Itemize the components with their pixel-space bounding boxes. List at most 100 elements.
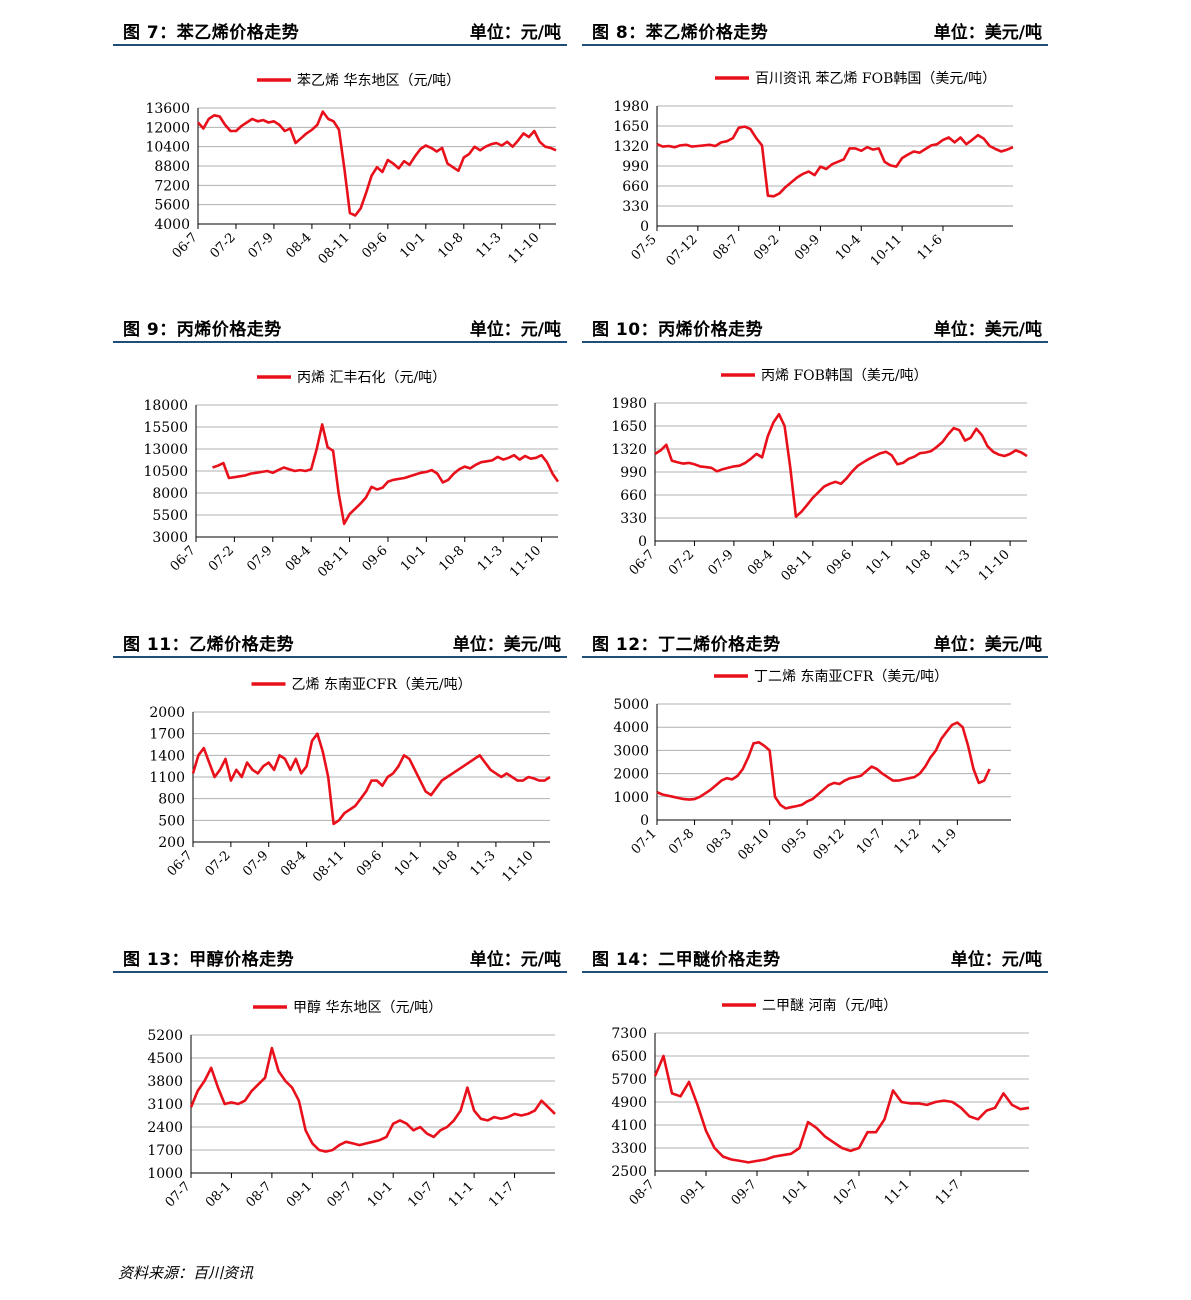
x-tick-label: 08-7: [627, 1177, 658, 1208]
x-tick-label: 09-6: [359, 230, 390, 261]
y-tick-label: 800: [158, 792, 185, 808]
y-tick-label: 4900: [611, 1095, 647, 1111]
series-line: [189, 1046, 556, 1153]
series-line: [653, 1054, 1030, 1164]
unit-label: 单位：元/吨: [469, 950, 561, 970]
x-tick-label: 10-7: [831, 1177, 862, 1208]
y-tick-label: 5700: [611, 1072, 647, 1088]
figure-title: 图 14：二甲醚价格走势: [592, 950, 781, 970]
unit-label: 单位：元/吨: [469, 320, 561, 340]
y-tick-label: 1650: [611, 419, 647, 435]
y-tick-label: 990: [622, 159, 649, 175]
x-tick-label: 07-1: [629, 826, 660, 857]
y-tick-label: 0: [640, 813, 649, 829]
x-tick-label: 09-6: [354, 848, 385, 879]
y-tick-label: 5000: [613, 697, 649, 713]
x-tick-label: 11-1: [446, 1179, 477, 1210]
y-tick-label: 0: [640, 219, 649, 235]
x-tick-label: 11-1: [882, 1177, 913, 1208]
y-tick-label: 1320: [611, 442, 647, 458]
y-tick-label: 4000: [613, 720, 649, 736]
x-tick-label: 11-3: [475, 543, 506, 574]
x-tick-label: 07-2: [666, 547, 697, 578]
y-tick-label: 5200: [147, 1028, 183, 1044]
chart-header: 图 12：丁二烯价格走势 单位：美元/吨: [582, 622, 1048, 658]
legend-label: 丙烯 FOB韩国（美元/吨）: [761, 368, 928, 384]
x-tick-label: 07-2: [208, 230, 239, 261]
x-tick-label: 11-3: [467, 848, 498, 879]
x-tick-label: 08-4: [745, 547, 776, 578]
legend-label: 苯乙烯 华东地区（元/吨）: [297, 72, 460, 89]
y-tick-label: 990: [620, 465, 647, 481]
y-tick-label: 2400: [147, 1120, 183, 1136]
x-tick-label: 11-2: [891, 826, 922, 857]
y-tick-label: 5600: [154, 198, 190, 214]
x-tick-label: 10-1: [365, 1179, 396, 1210]
x-tick-label: 06-7: [627, 547, 658, 578]
x-tick-label: 09-6: [360, 543, 391, 574]
legend-label: 丁二烯 东南亚CFR（美元/吨）: [754, 669, 948, 685]
legend-label: 二甲醚 河南（元/吨）: [762, 998, 897, 1014]
y-tick-label: 3300: [611, 1141, 647, 1157]
legend: 百川资讯 苯乙烯 FOB韩国（美元/吨）: [715, 70, 996, 87]
y-tick-label: 18000: [143, 398, 188, 414]
x-tick-label: 10-1: [397, 230, 428, 261]
line-chart: 苯乙烯 华东地区（元/吨） 4000 5600 7200 8800 10400 12000 1…: [145, 72, 557, 267]
y-tick-label: 13600: [145, 101, 190, 117]
x-tick-label: 10-1: [780, 1177, 811, 1208]
x-tick-label: 11-9: [929, 826, 960, 857]
x-tick-label: 07-9: [244, 543, 275, 574]
legend: 二甲醚 河南（元/吨）: [722, 998, 897, 1014]
x-tick-label: 11-10: [505, 230, 542, 267]
x-tick-label: 08-11: [315, 543, 352, 580]
series-line: [654, 412, 1028, 518]
series-line: [656, 125, 1014, 198]
chart-panel-2: 图 9：丙烯价格走势 单位：元/吨 丙烯 汇丰石化（元/吨） 3000 5500 80…: [113, 307, 567, 607]
x-tick-label: 07-5: [629, 232, 660, 263]
legend: 乙烯 东南亚CFR（美元/吨）: [251, 677, 472, 693]
x-tick-label: 08-10: [735, 826, 772, 863]
y-tick-label: 1700: [149, 727, 185, 743]
x-tick-label: 11-10: [976, 547, 1013, 584]
y-tick-label: 8800: [154, 159, 190, 175]
figure-title: 图 9：丙烯价格走势: [123, 320, 282, 340]
line-chart: 丁二烯 东南亚CFR（美元/吨） 0 1000 2000 3000 4000 5000 07-…: [613, 669, 1011, 863]
x-tick-label: 09-1: [284, 1179, 315, 1210]
x-tick-label: 10-8: [903, 547, 934, 578]
line-chart: 丙烯 汇丰石化（元/吨） 3000 5500 8000 10500 13000 15500 1…: [143, 370, 560, 580]
unit-label: 单位：美元/吨: [933, 320, 1042, 340]
x-tick-label: 07-2: [202, 848, 233, 879]
y-tick-label: 660: [620, 488, 647, 504]
figure-title: 图 7：苯乙烯价格走势: [123, 23, 300, 43]
x-tick-label: 10-8: [430, 848, 461, 879]
y-tick-label: 0: [638, 534, 647, 550]
y-tick-label: 3800: [147, 1074, 183, 1090]
unit-label: 单位：元/吨: [469, 23, 561, 43]
legend: 丙烯 FOB韩国（美元/吨）: [721, 368, 928, 384]
chart-header: 图 14：二甲醚价格走势 单位：元/吨: [582, 937, 1048, 973]
y-tick-label: 7200: [154, 178, 190, 194]
unit-label: 单位：美元/吨: [452, 635, 561, 655]
y-tick-label: 2000: [613, 767, 649, 783]
legend-label: 丙烯 汇丰石化（元/吨）: [297, 370, 446, 386]
y-tick-label: 1980: [611, 396, 647, 412]
y-tick-label: 12000: [145, 120, 190, 136]
figure-title: 图 13：甲醇价格走势: [123, 950, 295, 970]
x-tick-label: 09-12: [810, 826, 847, 863]
y-tick-label: 8000: [152, 486, 188, 502]
y-tick-label: 1980: [613, 99, 649, 115]
x-tick-label: 10-4: [833, 232, 864, 263]
chart-panel-7: 图 14：二甲醚价格走势 单位：元/吨 二甲醚 河南（元/吨） 2500 3300 4…: [582, 937, 1048, 1237]
y-tick-label: 1650: [613, 119, 649, 135]
x-tick-label: 11-3: [473, 230, 504, 261]
x-tick-label: 11-3: [942, 547, 973, 578]
y-tick-label: 4000: [154, 217, 190, 233]
y-tick-label: 330: [620, 511, 647, 527]
y-tick-label: 2500: [611, 1164, 647, 1180]
legend-label: 百川资讯 苯乙烯 FOB韩国（美元/吨）: [755, 70, 996, 87]
y-tick-label: 200: [158, 835, 185, 851]
series-line: [197, 110, 557, 217]
x-tick-label: 09-7: [729, 1177, 760, 1208]
line-chart: 丙烯 FOB韩国（美元/吨） 0 330 660 990 1320 1650 1980 06-7…: [611, 368, 1028, 584]
legend-label: 乙烯 东南亚CFR（美元/吨）: [292, 677, 472, 693]
